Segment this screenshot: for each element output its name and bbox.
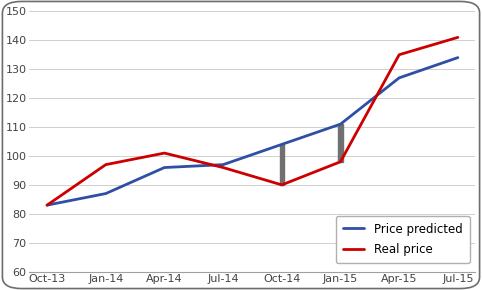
Price predicted [103, 192, 108, 195]
Real price [44, 203, 50, 207]
Real price [337, 160, 343, 164]
Real price [455, 36, 461, 39]
Price predicted [455, 56, 461, 59]
Real price [279, 183, 285, 187]
Bar [338, 124, 343, 162]
Real price [161, 151, 167, 155]
Real price [396, 53, 402, 57]
Legend: Price predicted, Real price: Price predicted, Real price [336, 216, 469, 263]
Price predicted [396, 76, 402, 80]
Real price [220, 166, 226, 169]
Bar [280, 144, 284, 185]
Real price [103, 163, 108, 166]
Line: Price predicted: Price predicted [47, 58, 458, 205]
Price predicted [220, 163, 226, 166]
Line: Real price: Real price [47, 37, 458, 205]
Price predicted [279, 143, 285, 146]
Price predicted [337, 122, 343, 126]
Price predicted [44, 203, 50, 207]
Price predicted [161, 166, 167, 169]
